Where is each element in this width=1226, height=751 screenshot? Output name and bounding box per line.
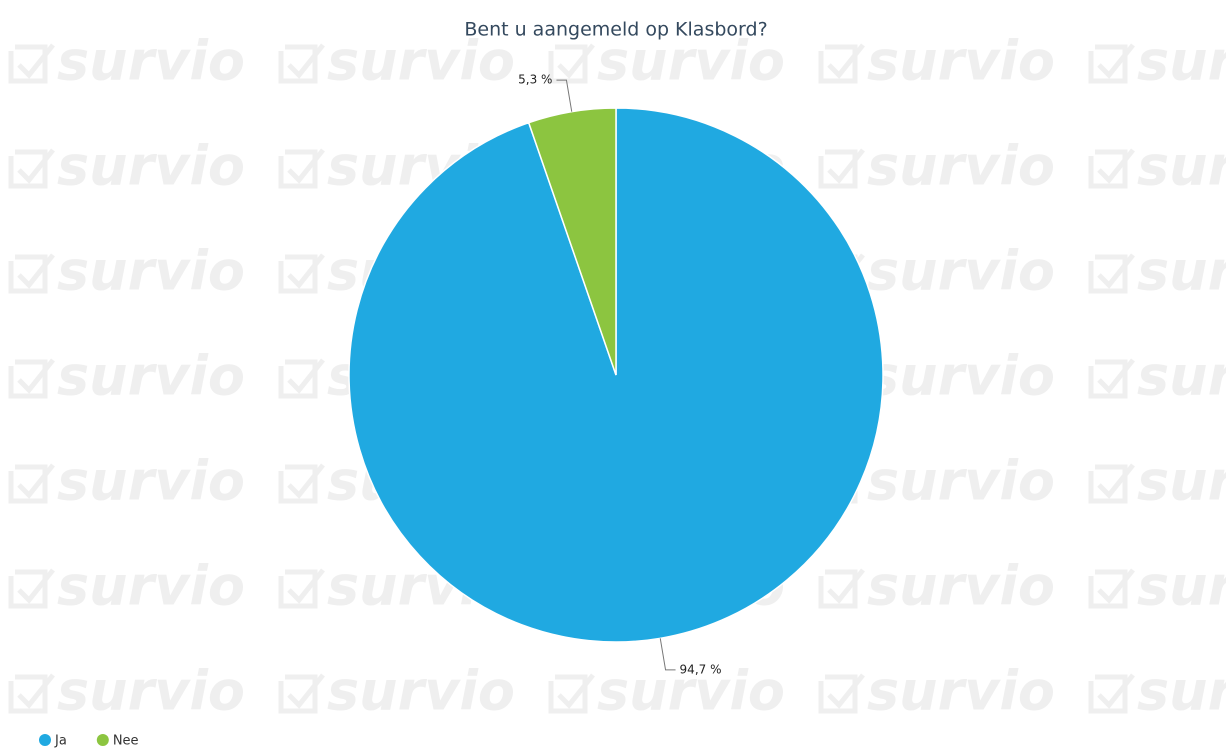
watermark-icon [1088,253,1135,294]
watermark-icon [1088,673,1135,714]
watermark-text: survio [1137,345,1226,408]
watermark-text: survio [1137,660,1226,723]
watermark-text: survio [57,30,245,93]
watermark-icon [278,148,325,189]
pie-slice [527,107,617,376]
watermark-icon [548,43,595,84]
watermark-icon [278,568,325,609]
watermark-text: survio [867,30,1055,93]
watermark-icon [1088,148,1135,189]
watermark-icon [8,253,55,294]
watermark-icon [1088,568,1135,609]
watermark-text: survio [1137,450,1226,513]
watermark-text: survio [57,345,245,408]
legend-label: Nee [113,734,139,749]
watermark-icon [1088,463,1135,504]
label-connector [556,79,573,112]
data-label: 94,7 % [680,662,722,676]
watermark-icon [8,673,55,714]
watermark-text: survio [1137,555,1226,618]
watermark-icon [8,358,55,399]
watermark-text: survio [867,660,1055,723]
watermark-text: survio [1137,135,1226,198]
watermark-text: survio [327,660,515,723]
watermark-text: survio [597,660,785,723]
watermark-icon [278,463,325,504]
watermark-text: survio [867,240,1055,303]
watermark-text: survio [867,555,1055,618]
watermark-text: survio [867,345,1055,408]
watermark-text: survio [1137,240,1226,303]
watermark-icon [818,148,865,189]
watermark-icon [278,253,325,294]
watermark-icon [278,43,325,84]
watermark-icon [548,673,595,714]
watermark-text: survio [867,450,1055,513]
watermark-icon [818,568,865,609]
watermark-icon [8,568,55,609]
watermark-text: survio [1137,30,1226,93]
watermark-icon [278,673,325,714]
watermark-text: survio [867,135,1055,198]
legend-label: Ja [54,734,67,749]
watermark-icon [278,358,325,399]
pie: 94,7 % 5,3 % [348,73,884,676]
watermark-text: survio [57,135,245,198]
watermarks: survio survio survio survio survio survio surv… [8,30,1226,723]
watermark-text: survio [57,660,245,723]
watermark-icon [818,673,865,714]
watermark-icon [1088,43,1135,84]
watermark-text: survio [327,30,515,93]
watermark-icon [1088,358,1135,399]
legend-marker [96,734,109,746]
chart-title: Bent u aangemeld op Klasbord? [464,19,767,41]
watermark-icon [8,43,55,84]
label-connector [659,638,676,671]
watermark-text: survio [57,555,245,618]
watermark-text: survio [57,240,245,303]
watermark-text: survio [57,450,245,513]
watermark-icon [818,43,865,84]
watermark-icon [8,463,55,504]
watermark-text: survio [597,30,785,93]
legend-marker [39,734,51,746]
data-label: 5,3 % [518,73,552,87]
watermark-icon [8,148,55,189]
